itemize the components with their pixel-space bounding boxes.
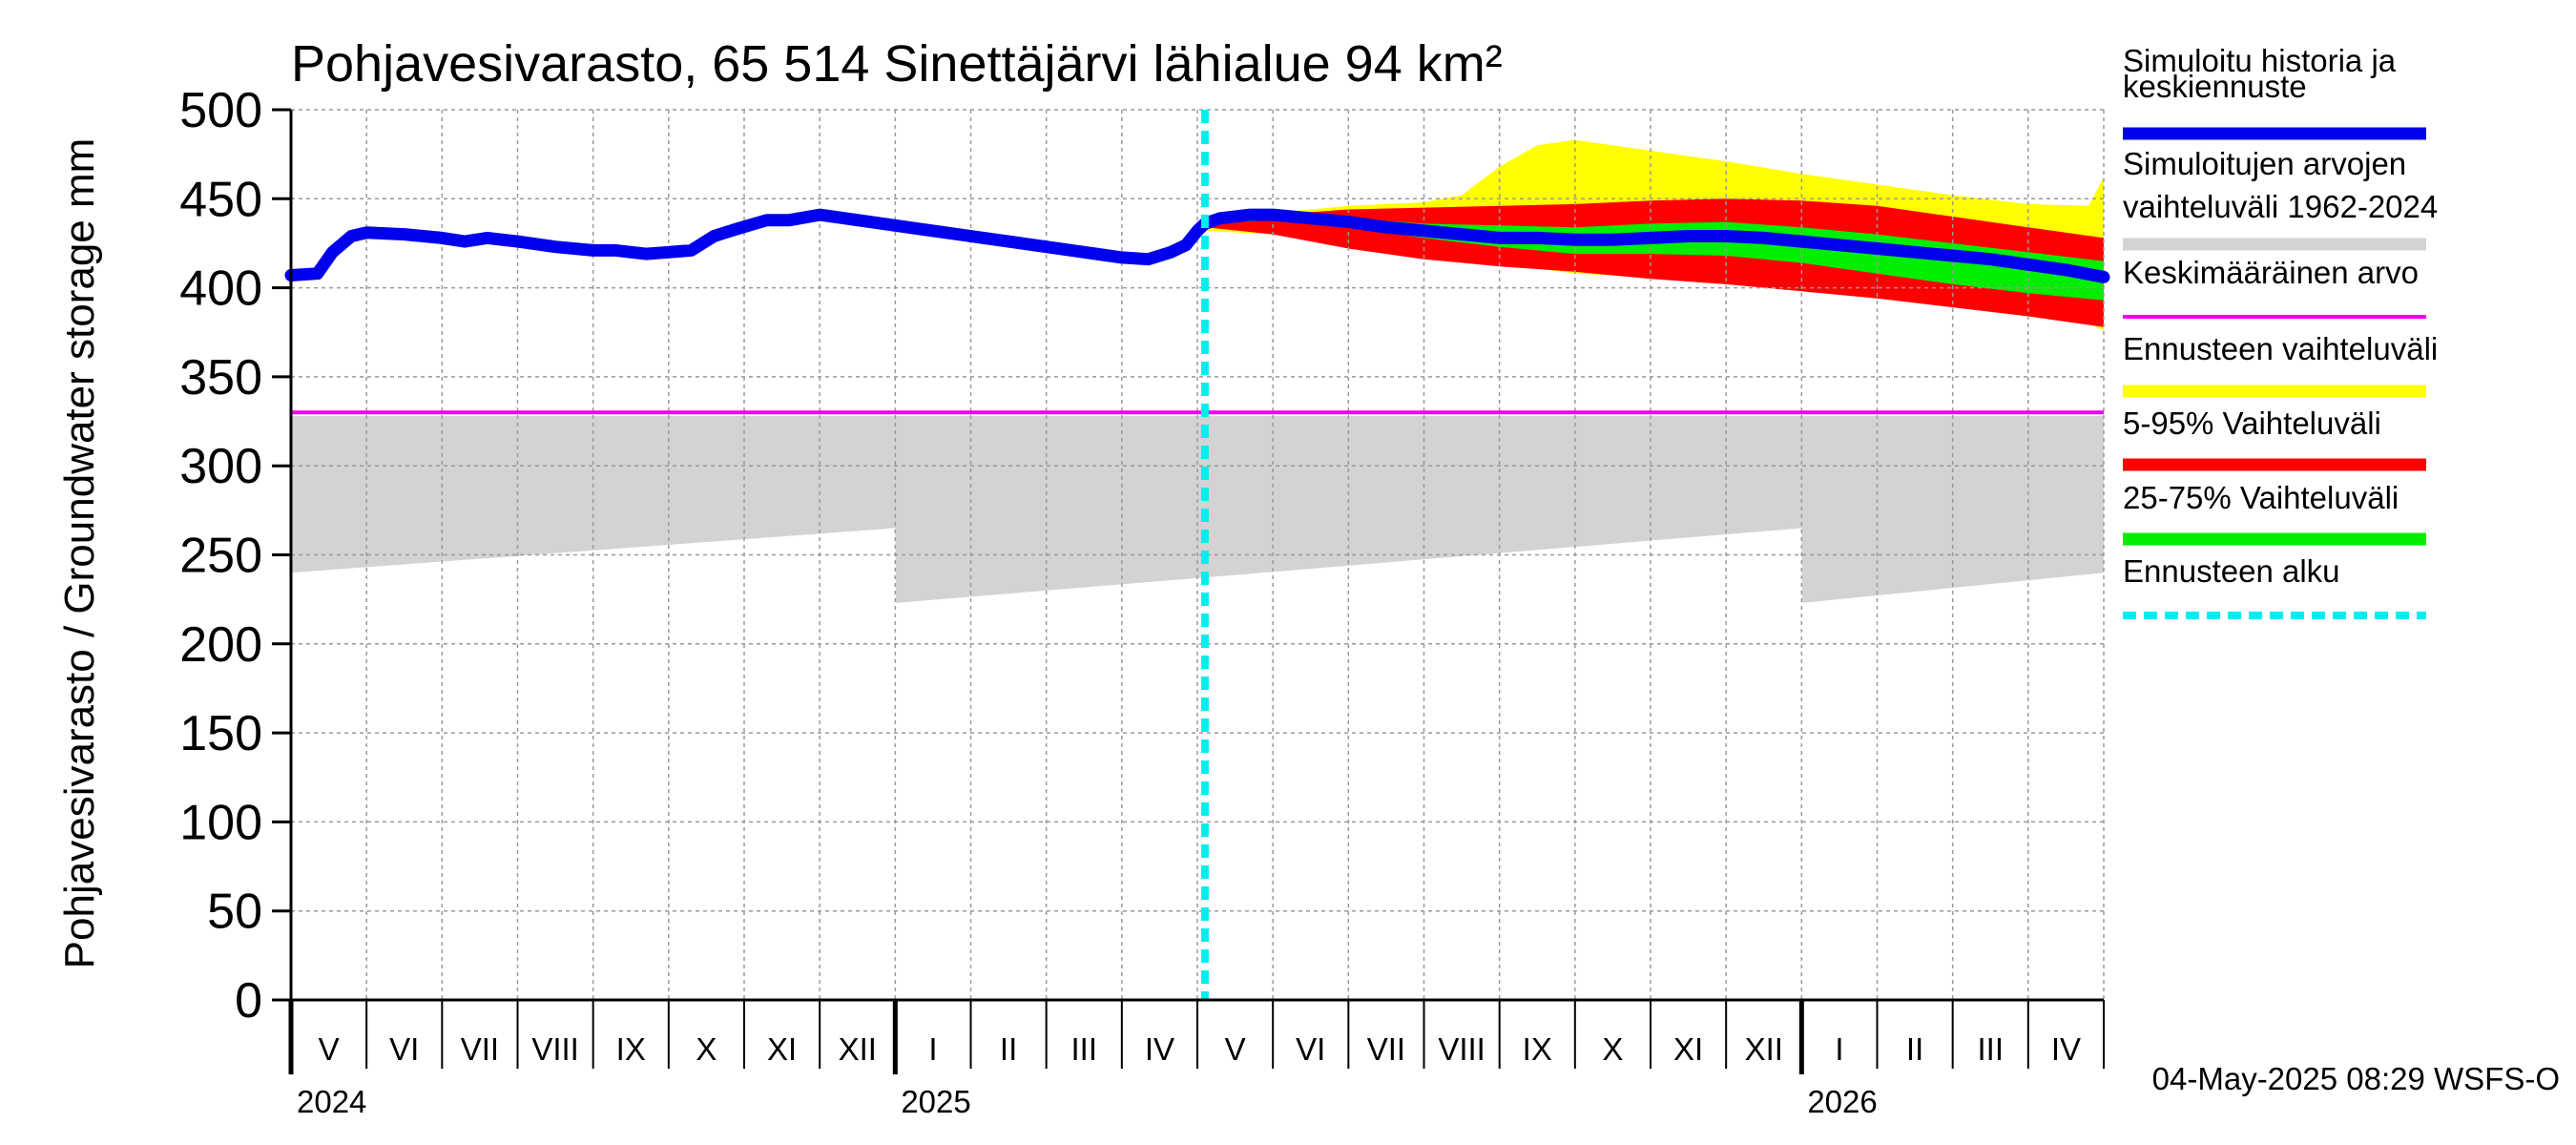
chart-title: Pohjavesivarasto, 65 514 Sinettäjärvi lä…	[291, 35, 1503, 93]
legend-item: Ennusteen vaihteluväli	[2123, 331, 2438, 398]
month-label: XI	[767, 1031, 797, 1067]
y-tick-label: 350	[179, 350, 262, 406]
month-label: VI	[1296, 1031, 1325, 1067]
legend-label: Simuloitujen arvojen vaihteluväli 1962-20…	[2123, 146, 2438, 224]
mean-forecast-line	[284, 208, 2110, 283]
footer-timestamp: 04-May-2025 08:29 WSFS-O	[2152, 1061, 2560, 1096]
y-tick-label: 500	[179, 83, 262, 138]
legend-label-line: Simuloitujen arvojen	[2123, 146, 2406, 181]
legend-label: Simuloitu historia ja keskiennuste	[2123, 43, 2397, 104]
legend-label-line: vaihteluväli 1962-2024	[2123, 189, 2438, 224]
legend-item: 25-75% Vaihteluväli	[2123, 480, 2426, 546]
legend-item: 5-95% Vaihteluväli	[2123, 406, 2426, 471]
legend-label: Ennusteen alku	[2123, 553, 2340, 589]
month-label: III	[1977, 1031, 2004, 1067]
month-label: XI	[1673, 1031, 1703, 1067]
legend-item: Keskimääräinen arvo	[2123, 255, 2426, 319]
y-tick-label: 150	[179, 706, 262, 761]
month-label: III	[1070, 1031, 1097, 1067]
legend-item: Ennusteen alku	[2123, 553, 2426, 619]
month-label: VII	[461, 1031, 499, 1067]
month-label: VI	[389, 1031, 419, 1067]
month-label: II	[1906, 1031, 1923, 1067]
lines-layer	[284, 110, 2110, 1000]
year-label: 2024	[297, 1084, 366, 1119]
y-tick-label: 0	[235, 973, 262, 1029]
month-label: VIII	[531, 1031, 579, 1067]
month-label: IX	[1523, 1031, 1552, 1067]
month-label: VIII	[1438, 1031, 1485, 1067]
month-label: IV	[1145, 1031, 1174, 1067]
month-label: II	[1000, 1031, 1017, 1067]
y-axis-label: Pohjavesivarasto / Groundwater storage m…	[56, 138, 103, 969]
legend-label-line: Simuloitu historia ja	[2123, 43, 2397, 78]
legend-label: Ennusteen vaihteluväli	[2123, 331, 2438, 366]
legend: Simuloitu historia ja keskiennusteSimuloi…	[2123, 43, 2438, 619]
legend-label-line: keskiennuste	[2123, 69, 2307, 104]
legend-label: Keskimääräinen arvo	[2123, 255, 2419, 290]
grid-layer	[291, 109, 2105, 1000]
month-label: IX	[616, 1031, 646, 1067]
year-label: 2025	[901, 1084, 970, 1119]
y-tick-label: 400	[179, 261, 262, 317]
year-label: 2026	[1807, 1084, 1877, 1119]
y-tick-label: 200	[179, 617, 262, 673]
y-tick-label: 300	[179, 439, 262, 494]
y-tick-label: 100	[179, 795, 262, 850]
legend-item: Simuloitu historia ja keskiennuste	[2123, 43, 2426, 140]
month-label: IV	[2051, 1031, 2081, 1067]
legend-label: 25-75% Vaihteluväli	[2123, 480, 2399, 515]
month-label: XII	[839, 1031, 877, 1067]
legend-label: 5-95% Vaihteluväli	[2123, 406, 2381, 441]
month-label: X	[1602, 1031, 1623, 1067]
month-label: VII	[1367, 1031, 1405, 1067]
legend-item: Simuloitujen arvojen vaihteluväli 1962-20…	[2123, 146, 2438, 251]
y-tick-label: 50	[207, 885, 262, 940]
month-label: I	[928, 1031, 937, 1067]
month-label: V	[1225, 1031, 1246, 1067]
month-label: V	[319, 1031, 340, 1067]
month-label: X	[696, 1031, 717, 1067]
month-label: XII	[1745, 1031, 1783, 1067]
y-tick-label: 450	[179, 172, 262, 227]
month-label: I	[1835, 1031, 1843, 1067]
y-tick-label: 250	[179, 529, 262, 584]
